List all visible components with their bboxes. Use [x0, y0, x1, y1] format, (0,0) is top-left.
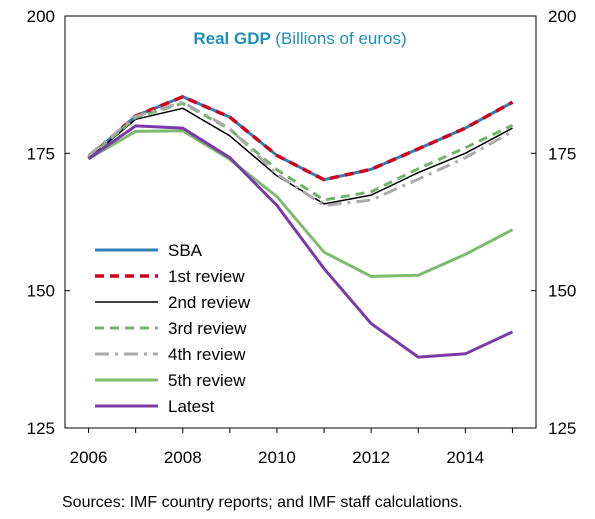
x-tick-label: 2006: [70, 448, 108, 467]
series-line-5th-review: [87, 129, 514, 278]
x-tick-label: 2014: [446, 448, 484, 467]
series-line-sba: [87, 95, 514, 182]
legend-label-latest: Latest: [168, 397, 215, 416]
series-line-3rd-review: [87, 101, 514, 202]
y-tick-left-label: 150: [27, 282, 55, 301]
y-tick-left-label: 125: [27, 419, 55, 438]
chart-title: Real GDP (Billions of euros): [193, 29, 406, 48]
legend-label-5th-review: 5th review: [168, 371, 246, 390]
legend-label-sba: SBA: [168, 241, 203, 260]
y-tick-right-label: 200: [548, 7, 576, 26]
source-note: Sources: IMF country reports; and IMF st…: [62, 494, 463, 511]
legend-label-4th-review: 4th review: [168, 345, 246, 364]
ticks-layer: 125 150 175 200 125 150 175 200 2006 2008 2010 2012…: [27, 7, 577, 467]
series-line-4th-review: [87, 100, 514, 207]
chart-title-suffix: (Billions of euros): [275, 29, 406, 48]
chart-title-main: Real GDP: [193, 29, 270, 48]
y-tick-right-label: 150: [548, 282, 576, 301]
legend-label-1st-review: 1st review: [168, 267, 245, 286]
y-tick-left-label: 175: [27, 144, 55, 163]
y-tick-right-label: 175: [548, 144, 576, 163]
series-line-latest: [87, 124, 514, 359]
plot-frame: [64, 15, 537, 429]
y-tick-left-label: 200: [27, 7, 55, 26]
legend: SBA 1st review 2nd review 3rd review 4th rev…: [95, 241, 251, 416]
legend-label-2nd-review: 2nd review: [168, 293, 251, 312]
series-layer: [87, 95, 514, 359]
x-tick-label: 2008: [164, 448, 202, 467]
series-line-2nd-review: [88, 107, 513, 205]
legend-label-3rd-review: 3rd review: [168, 319, 247, 338]
y-tick-right-label: 125: [548, 419, 576, 438]
x-tick-label: 2012: [352, 448, 390, 467]
x-tick-label: 2010: [258, 448, 296, 467]
